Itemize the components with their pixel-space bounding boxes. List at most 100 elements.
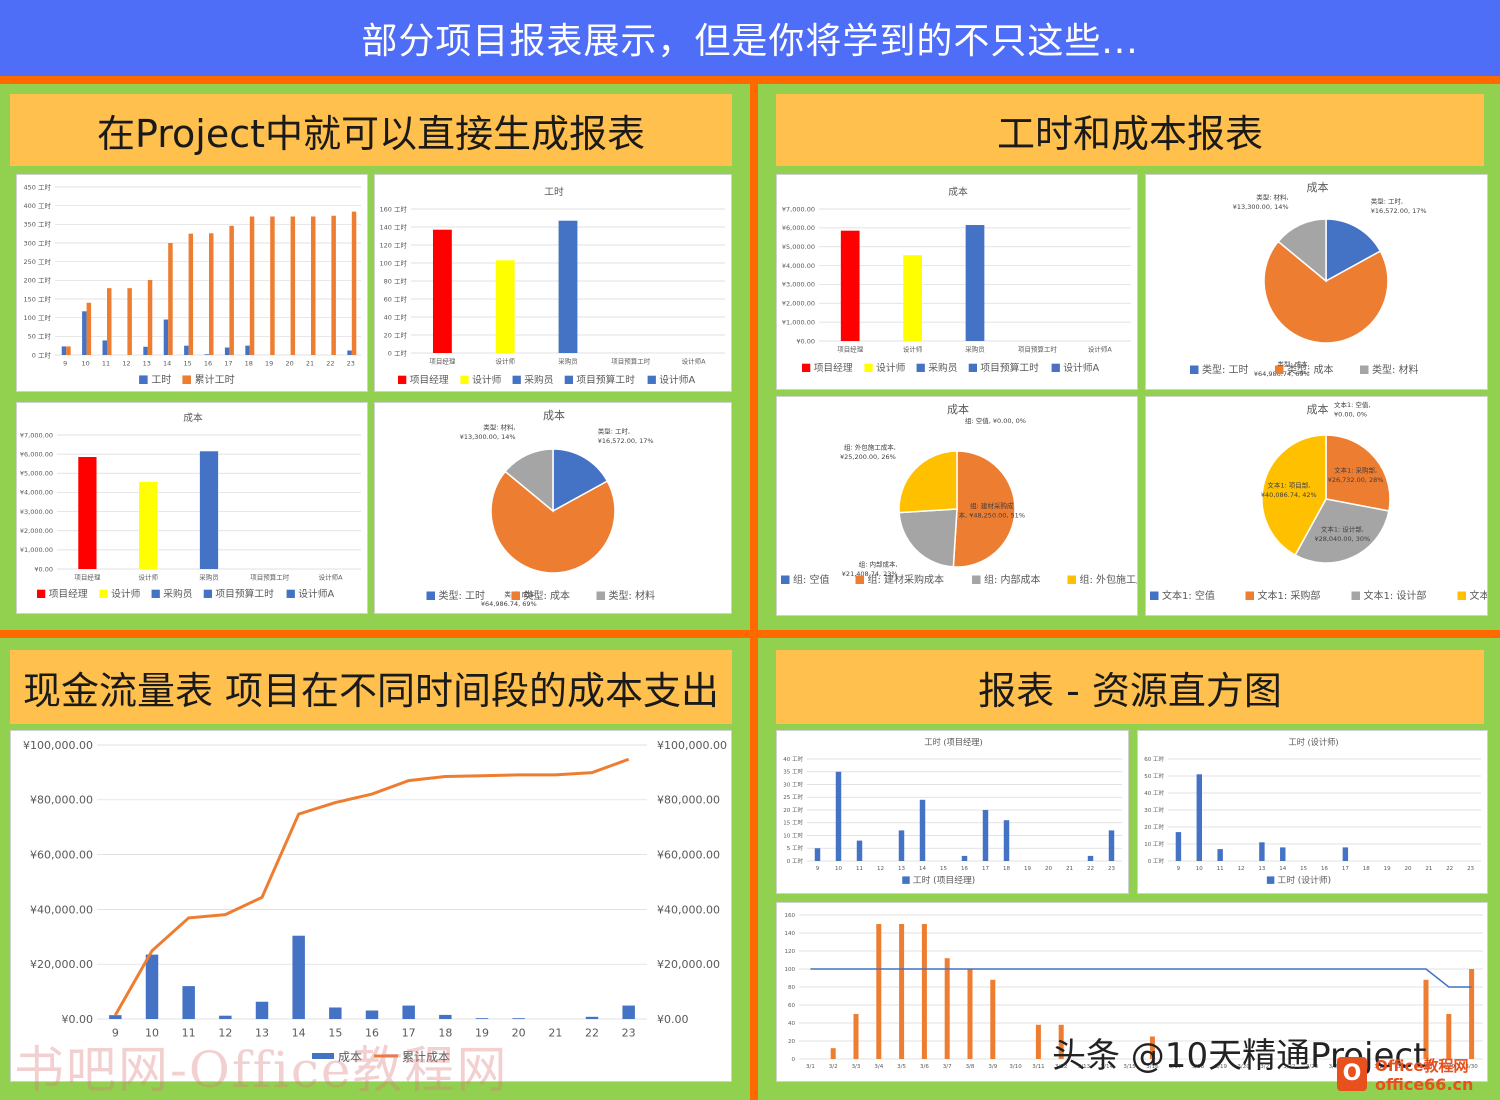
bar — [835, 771, 842, 861]
bar-work — [143, 346, 148, 355]
bar — [139, 481, 158, 569]
x-tick-label: 项目经理 — [74, 572, 101, 581]
chart-cost-type-pie: 成本 类型: 工时, ¥16,572.00, 17% 类型: 成本, ¥64,986.7… — [374, 402, 732, 614]
pie-data-label: 类型: 工时, — [1371, 196, 1403, 205]
section-resource-histogram: 报表 - 资源直方图 工时 (项目经理) 0 工时 5 工时 10 工时 15 工时 20… — [758, 638, 1500, 1100]
pie-data-label: 文本1: 空值, — [1334, 400, 1370, 409]
pie-slice — [1277, 218, 1327, 283]
legend-label: 项目预算工时 — [980, 361, 1039, 374]
y2-tick-label: ¥0.00 — [657, 1013, 689, 1026]
y-tick-label: 0 工时 — [787, 857, 804, 865]
x-tick-label: 20 — [1404, 866, 1411, 872]
chart-title: 成本 — [1307, 180, 1329, 194]
y-tick-label: 60 工时 — [384, 294, 408, 303]
legend-label: 项目经理 — [814, 361, 853, 374]
bar — [432, 229, 452, 353]
legend-swatch — [151, 589, 160, 598]
x-tick-label: 3/17 — [1169, 1064, 1182, 1070]
y-tick-label: ¥6,000.00 — [782, 224, 815, 232]
legend-swatch — [972, 575, 981, 584]
y-tick-label: ¥2,000.00 — [782, 300, 815, 308]
legend-label: 组: 内部成本 — [984, 573, 1041, 586]
x-tick-label: 12 — [1238, 866, 1245, 872]
pie-data-label: ¥16,572.00, 17% — [1371, 207, 1427, 215]
y-tick-label: 140 — [785, 931, 796, 937]
section-cash-flow: 现金流量表 项目在不同时间段的成本支出 ¥0.00 ¥0.00 ¥20,000.00… — [0, 638, 750, 1100]
x-tick-label: 3/22 — [1283, 1064, 1295, 1070]
bar — [982, 810, 989, 861]
pie-data-label: ¥25,200.00, 26% — [840, 453, 896, 461]
x-tick-label: 3/30 — [1465, 1064, 1478, 1070]
bar-cost — [219, 1015, 232, 1019]
x-tick-label: 10 — [835, 866, 842, 872]
y-tick-label: 0 工时 — [1148, 857, 1165, 865]
legend-swatch — [139, 375, 148, 385]
y-tick-label: ¥1,000.00 — [782, 318, 815, 326]
bar — [558, 220, 578, 353]
x-tick-label: 13 — [143, 359, 151, 367]
bar-cost — [109, 1015, 122, 1019]
legend-label: 设计师A — [659, 373, 695, 386]
pie-data-label: 类型: 成本, — [504, 590, 536, 599]
bar — [1087, 855, 1094, 861]
x-tick-label: 3/12 — [1055, 1064, 1067, 1070]
line-cumulative-cost — [114, 757, 630, 1016]
section-title: 在Project中就可以直接生成报表 — [10, 94, 732, 166]
x-tick-label: 18 — [438, 1027, 452, 1040]
legend-label: 文本1: 采购部 — [1258, 589, 1321, 602]
y-tick-label: 0 工时 — [388, 348, 408, 357]
pie-data-label: 本, ¥48,250.00, 51% — [959, 511, 1025, 520]
pie-data-label: ¥13,300.00, 14% — [460, 433, 516, 441]
x-tick-label: 3/11 — [1032, 1064, 1044, 1070]
y-tick-label: ¥1,000.00 — [20, 546, 53, 554]
legend-swatch — [511, 591, 520, 600]
x-tick-label: 16 — [1321, 866, 1328, 872]
x-tick-label: 12 — [218, 1027, 232, 1040]
bar-cumulative-work — [188, 233, 194, 355]
pie-slice — [1325, 218, 1382, 283]
legend-swatch — [1051, 363, 1060, 372]
bar — [919, 799, 926, 861]
x-tick-label: 采购员 — [965, 344, 985, 353]
bar-cost — [365, 1010, 379, 1019]
legend-label: 累计工时 — [195, 373, 235, 386]
x-tick-label: 17 — [402, 1027, 416, 1040]
pie-slice — [898, 450, 958, 514]
y-tick-label: 60 工时 — [1144, 755, 1164, 763]
x-tick-label: 3/9 — [988, 1064, 997, 1070]
x-tick-label: 14 — [292, 1027, 306, 1040]
bar-work — [204, 354, 209, 355]
legend-label: 累计成本 — [402, 1050, 450, 1064]
x-tick-label: 3/27 — [1397, 1064, 1410, 1070]
legend-swatch — [398, 375, 407, 384]
x-tick-label: 9 — [1177, 866, 1181, 872]
x-tick-label: 3/5 — [897, 1064, 906, 1070]
y2-tick-label: ¥80,000.00 — [657, 794, 720, 807]
x-tick-label: 20 — [1045, 866, 1052, 872]
x-tick-label: 17 — [224, 359, 232, 367]
y-tick-label: 50 工时 — [1144, 772, 1164, 780]
legend-label: 工时 (项目经理) — [913, 874, 975, 886]
x-tick-label: 采购员 — [558, 356, 578, 365]
legend-label: 项目预算工时 — [215, 587, 274, 600]
bar-cost — [622, 1005, 635, 1019]
bar — [1259, 842, 1265, 861]
bar-work — [224, 347, 230, 355]
pie-data-label: ¥13,300.00, 14% — [1233, 203, 1289, 211]
bar-cost — [145, 954, 159, 1019]
x-tick-label: 12 — [877, 866, 884, 872]
office-logo-icon: O — [1337, 1057, 1367, 1091]
x-tick-label: 14 — [163, 359, 171, 367]
bar-cost — [402, 1005, 415, 1019]
x-tick-label: 3/21 — [1260, 1064, 1272, 1070]
legend-label: 组: 空值 — [793, 573, 830, 586]
bar-usage — [830, 1048, 836, 1059]
y-tick-label: 350 工时 — [24, 220, 52, 229]
x-tick-label: 设计师A — [1088, 344, 1113, 353]
y-tick-label: ¥20,000.00 — [30, 958, 93, 971]
bar-cumulative-work — [351, 211, 357, 355]
legend-label: 设计师 — [111, 587, 140, 600]
chart-title: 工时 (项目经理) — [924, 737, 983, 747]
y-tick-label: ¥7,000.00 — [782, 205, 815, 213]
legend-swatch — [1245, 591, 1254, 600]
